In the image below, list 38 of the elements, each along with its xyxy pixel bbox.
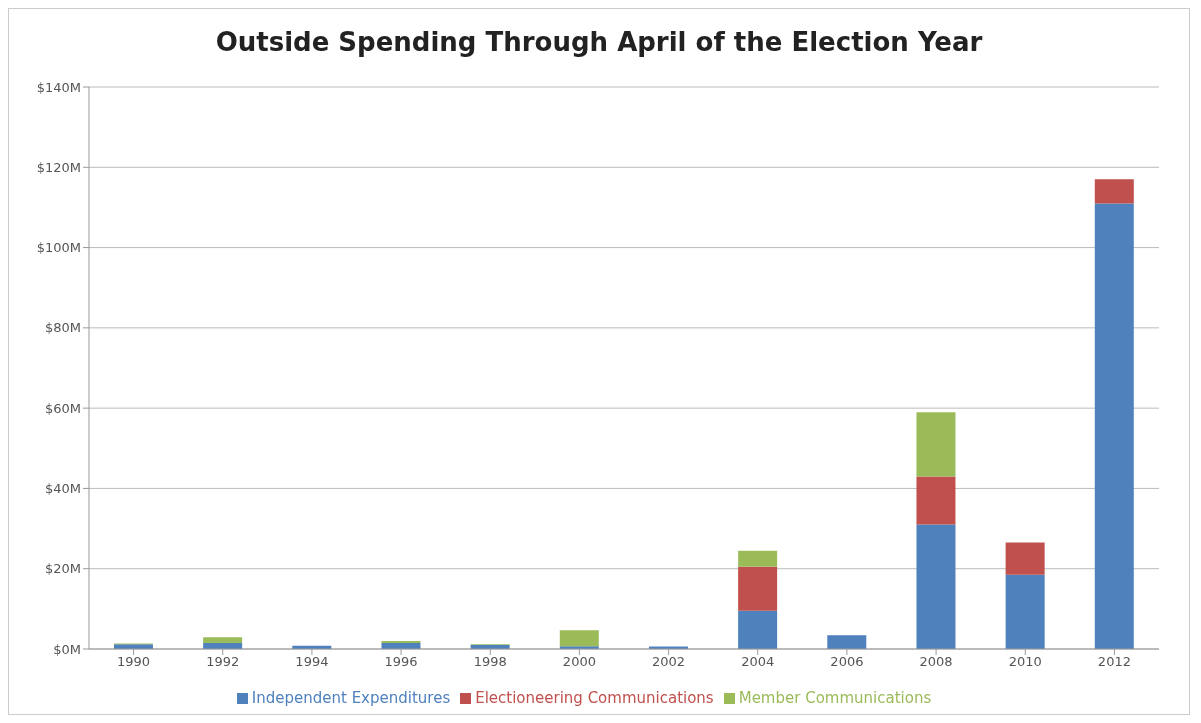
bar [381, 640, 421, 643]
y-tick-label: $20M [44, 561, 81, 577]
legend-label: Independent Expenditures [251, 689, 451, 707]
x-tick-label: 2006 [830, 654, 864, 670]
x-tick-label: 2000 [562, 654, 596, 670]
bar [1094, 203, 1134, 649]
x-tick-label: 1998 [473, 654, 507, 670]
x-tick-label: 1994 [295, 654, 329, 670]
bar [916, 412, 956, 477]
bar [1005, 574, 1045, 649]
legend-label: Electioneering Communications [475, 689, 714, 707]
y-tick-label: $0M [53, 641, 81, 657]
bar [738, 610, 778, 649]
bar [559, 630, 599, 647]
y-tick-label: $140M [36, 79, 81, 95]
bar [1094, 179, 1134, 204]
bar [916, 524, 956, 649]
x-tick-label: 2004 [741, 654, 775, 670]
y-tick-label: $100M [36, 240, 81, 256]
y-tick-label: $80M [44, 320, 81, 336]
x-tick-label: 1996 [384, 654, 418, 670]
y-tick-label: $60M [44, 400, 81, 416]
x-tick-label: 2012 [1097, 654, 1131, 670]
x-tick-label: 2002 [652, 654, 686, 670]
y-tick-label: $120M [36, 159, 81, 175]
chart-title: Outside Spending Through April of the Election Year [214, 26, 984, 59]
bar [738, 550, 778, 567]
x-tick-label: 2010 [1008, 654, 1042, 670]
y-tick-label: $40M [44, 481, 81, 497]
x-tick-label: 1990 [117, 654, 151, 670]
x-tick-label: 2008 [919, 654, 953, 670]
x-tick-label: 1992 [206, 654, 240, 670]
bar [916, 476, 956, 525]
bar [1005, 542, 1045, 575]
bar [827, 635, 867, 649]
legend-label: Member Communications [738, 689, 932, 707]
bar [738, 566, 778, 611]
bar [203, 637, 243, 643]
